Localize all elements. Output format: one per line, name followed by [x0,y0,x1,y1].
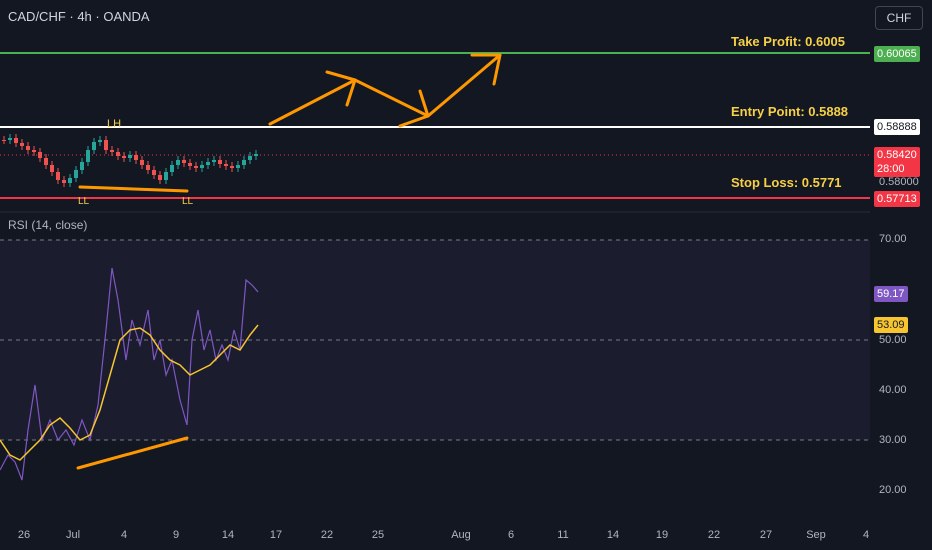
candle-body [134,155,138,160]
current-price-value: 0.58420 [877,149,917,161]
candle-body [206,162,210,165]
candle-body [182,160,186,163]
candle-body [2,140,6,141]
rsi-ma-value-tag: 53.09 [874,317,908,333]
entry-price-tag: 0.58888 [874,119,920,135]
date-tick: 17 [269,529,283,541]
date-tick: 9 [172,529,180,541]
candlestick-series [2,134,258,187]
arrow-head-1 [325,70,357,107]
candle-body [38,152,42,158]
price-tick: 0.58000 [879,176,919,188]
date-tick: 26 [17,529,31,541]
current-price-tag: 0.58420 28:00 [874,147,920,177]
date-tick: Jul [65,529,81,541]
candle-body [176,160,180,165]
date-tick: 27 [759,529,773,541]
date-tick: 14 [221,529,235,541]
bar-countdown: 28:00 [877,163,905,175]
date-tick: 4 [862,529,870,541]
candle-body [158,175,162,180]
date-tick: Aug [451,529,471,541]
candle-body [8,138,12,140]
take-profit-label: Take Profit: 0.6005 [731,34,845,49]
candle-body [20,143,24,146]
date-tick: 19 [655,529,669,541]
candle-body [224,164,228,166]
candle-body [74,170,78,178]
arrow-head-2 [398,89,430,128]
candle-body [254,154,258,156]
candle-body [44,158,48,165]
candle-body [212,160,216,162]
take-profit-price-tag: 0.60065 [874,46,920,62]
candle-body [242,160,246,165]
candle-body [152,170,156,175]
candle-body [164,172,168,180]
candle-body [56,172,60,180]
candle-body [194,166,198,168]
stop-loss-price-tag: 0.57713 [874,191,920,207]
date-tick: 4 [120,529,128,541]
stop-loss-label: Stop Loss: 0.5771 [731,175,842,190]
entry-point-label: Entry Point: 0.5888 [731,104,849,119]
candle-body [32,150,36,152]
candle-body [140,160,144,165]
rsi-tick-70: 70.00 [879,233,907,245]
candle-body [68,178,72,183]
arrow-head-3 [470,53,502,86]
date-tick: 14 [606,529,620,541]
symbol-title[interactable]: CAD/CHF · 4h · OANDA [8,9,150,24]
candle-body [248,156,252,160]
projection-arrow-path[interactable] [268,53,502,126]
rsi-tick-40: 40.00 [879,384,907,396]
date-tick: 22 [320,529,334,541]
candle-body [122,156,126,158]
support-trendline[interactable] [78,185,189,193]
currency-button[interactable]: CHF [875,6,923,30]
date-tick: 22 [707,529,721,541]
rsi-value-tag: 59.17 [874,286,908,302]
candle-body [98,140,102,142]
date-tick: 25 [371,529,385,541]
candle-body [218,160,222,164]
candle-body [236,165,240,168]
candle-body [92,142,96,150]
date-tick: 6 [507,529,515,541]
candle-body [110,150,114,152]
candle-body [62,180,66,183]
lh-label: LH [107,118,122,130]
candle-body [50,165,54,172]
date-tick: Sep [806,529,826,541]
candle-body [26,146,30,150]
candle-body [128,155,132,158]
candle-body [104,140,108,150]
rsi-ma-line [0,324,259,461]
rsi-tick-30: 30.00 [879,434,907,446]
rsi-indicator-title[interactable]: RSI (14, close) [8,218,88,232]
ll-label-1: LL [78,196,90,207]
rsi-divergence-line[interactable] [76,436,189,470]
candle-body [170,165,174,172]
rsi-tick-20: 20.00 [879,484,907,496]
ll-label-2: LL [182,196,194,207]
candle-body [188,163,192,166]
trend-annotations[interactable] [76,53,502,470]
candle-body [200,165,204,168]
candle-body [146,165,150,170]
candle-body [80,162,84,170]
candle-body [86,150,90,162]
candle-body [116,152,120,156]
candle-body [14,138,18,143]
rsi-tick-50: 50.00 [879,334,907,346]
date-tick: 11 [557,529,569,541]
candle-body [230,166,234,168]
